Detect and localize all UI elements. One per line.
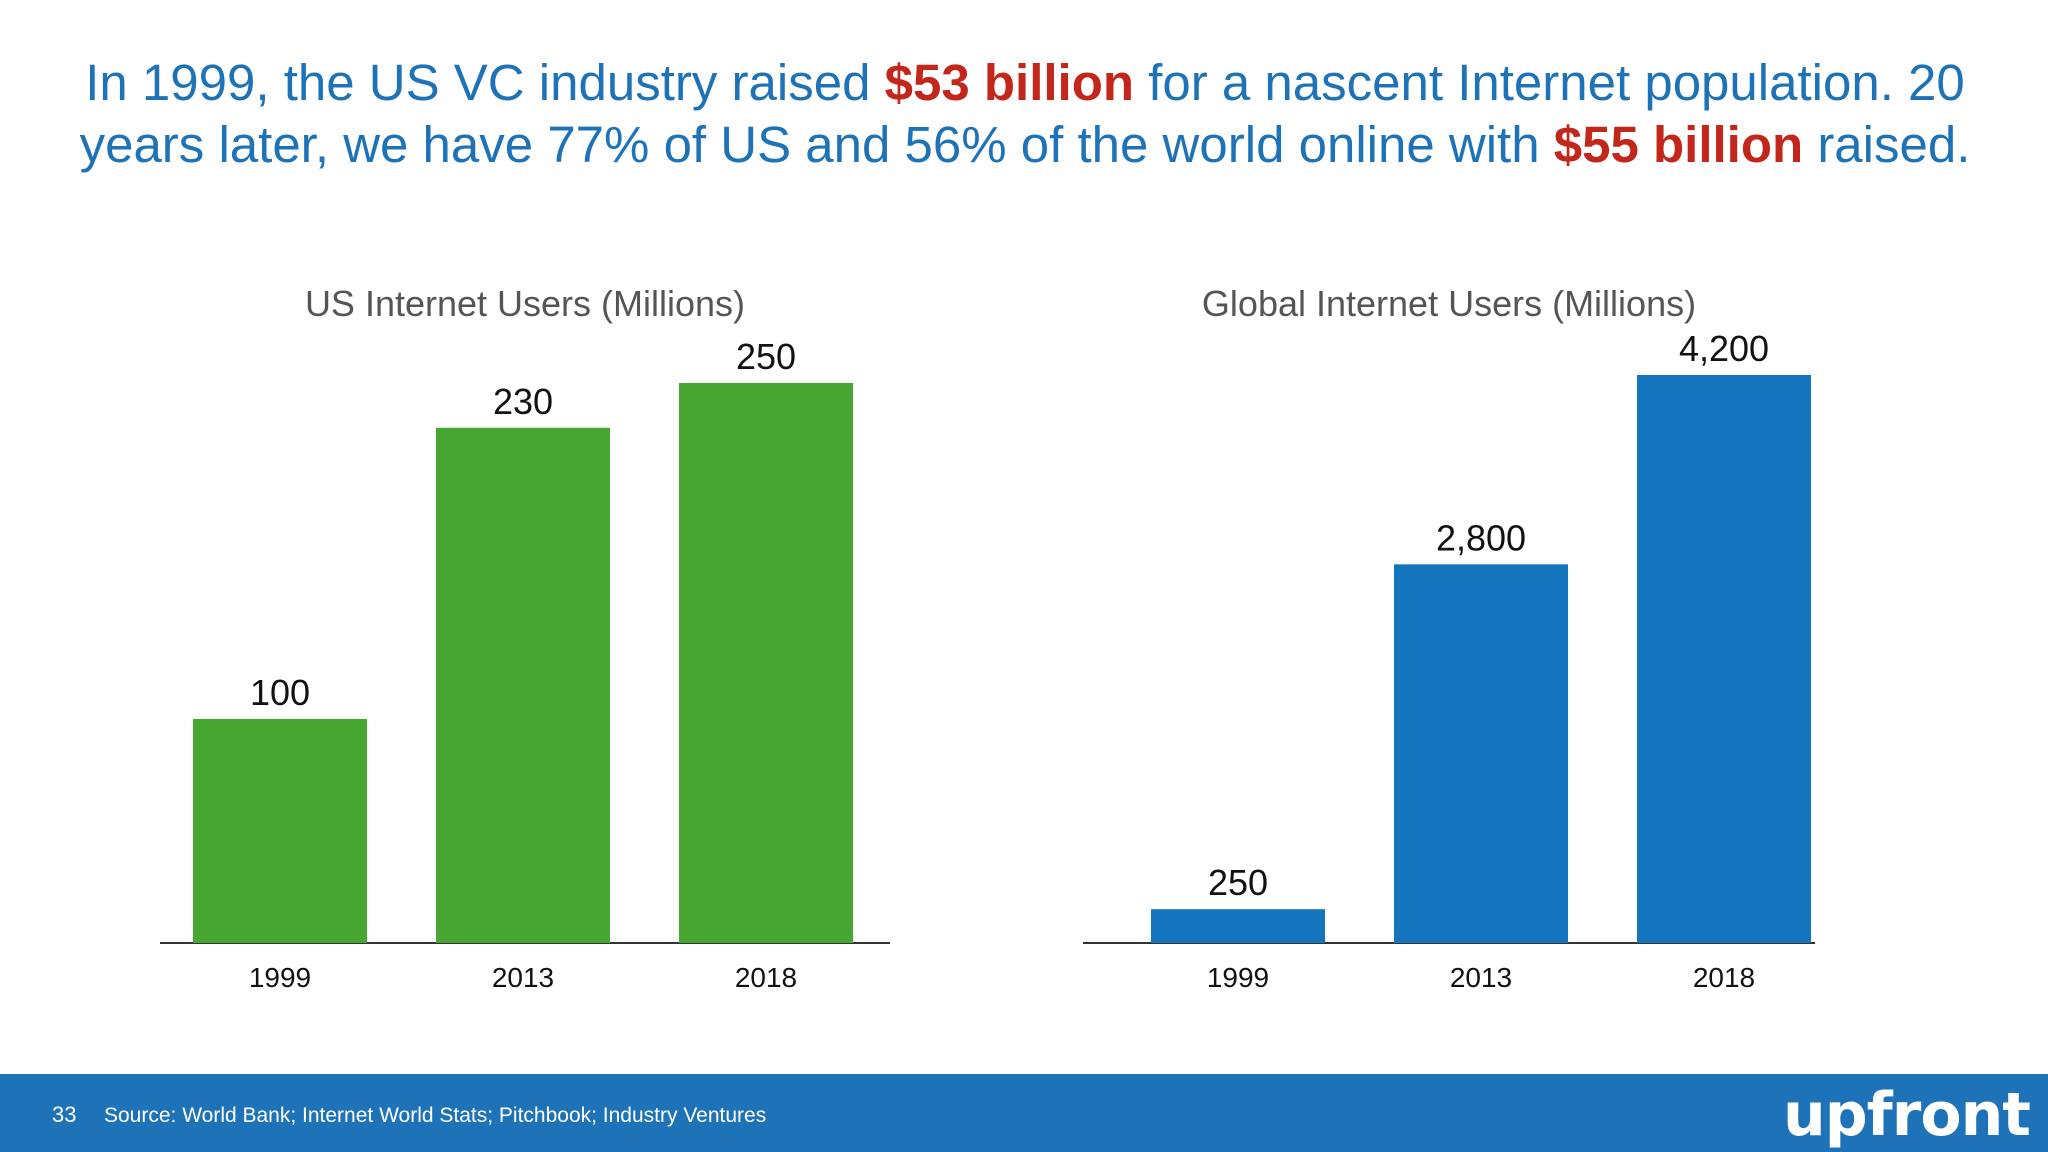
- us-bar-2018: [679, 383, 853, 943]
- charts-canvas: US Internet Users (Millions) 100 1999 230 20…: [160, 283, 1815, 993]
- global-value-label-1999: 250: [1208, 862, 1268, 903]
- global-chart-title: Global Internet Users (Millions): [1202, 283, 1696, 324]
- headline-text-2: for a nascent Internet population. 20 ye…: [79, 54, 1965, 173]
- us-category-label-2013: 2013: [492, 962, 554, 993]
- global-category-label-1999: 1999: [1207, 962, 1269, 993]
- headline-text-3: raised.: [1803, 116, 1971, 173]
- global-value-label-2013: 2,800: [1436, 517, 1526, 558]
- us-value-label-1999: 100: [250, 672, 310, 713]
- footer-bar: 33 Source: World Bank; Internet World St…: [0, 1074, 2048, 1152]
- global-bar-2013: [1394, 564, 1568, 943]
- us-value-label-2018: 250: [736, 336, 796, 377]
- global-value-label-2018: 4,200: [1679, 328, 1769, 369]
- us-category-label-2018: 2018: [735, 962, 797, 993]
- us-category-label-1999: 1999: [249, 962, 311, 993]
- global-category-label-2013: 2013: [1450, 962, 1512, 993]
- headline-text-1: In 1999, the US VC industry raised: [85, 54, 885, 111]
- page-number: 33: [52, 1102, 77, 1127]
- headline: In 1999, the US VC industry raised $53 b…: [30, 52, 2020, 176]
- global-bar-2018: [1637, 375, 1811, 943]
- us-bar-2013: [436, 427, 610, 943]
- global-category-label-2018: 2018: [1693, 962, 1755, 993]
- headline-highlight-2: $55 billion: [1553, 116, 1804, 173]
- source-note: Source: World Bank; Internet World Stats…: [104, 1104, 767, 1127]
- global-bar-1999: [1151, 909, 1325, 943]
- us-value-label-2013: 230: [493, 381, 553, 422]
- us-bar-1999: [193, 719, 367, 943]
- us-chart-title: US Internet Users (Millions): [305, 283, 745, 324]
- upfront-logo: upfront: [1783, 1080, 2031, 1150]
- headline-highlight-1: $53 billion: [884, 54, 1135, 111]
